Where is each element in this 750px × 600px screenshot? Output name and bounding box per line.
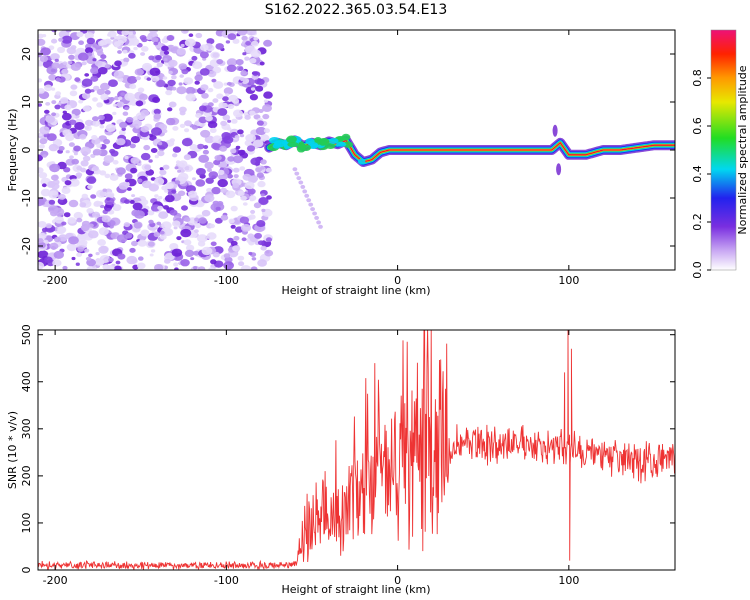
snr-ylabel: SNR (10 * v/v) — [6, 411, 19, 489]
streak-blob — [312, 211, 317, 216]
streak-blob — [300, 184, 306, 189]
ridge-blob — [319, 138, 330, 146]
colorbar-tick-label: 0.4 — [691, 165, 704, 183]
snr-y-tick-label: 0 — [20, 567, 33, 574]
snr-xlabel: Height of straight line (km) — [281, 583, 430, 596]
ridge-blob — [287, 141, 299, 148]
colorbar-tick-label: 0.0 — [691, 261, 704, 279]
x-tick-label: -100 — [214, 274, 239, 287]
streak-blob — [318, 224, 323, 229]
snr-y-tick-label: 500 — [20, 324, 33, 345]
streak-blob — [310, 207, 315, 212]
x-tick-label: 100 — [558, 274, 579, 287]
ridge-spike-down — [556, 163, 562, 176]
snr-y-tick-label: 400 — [20, 371, 33, 392]
ridge-spike-up — [552, 124, 558, 137]
snr-x-tick-label: -100 — [214, 574, 239, 587]
spectrogram-xlabel: Height of straight line (km) — [281, 284, 430, 297]
streak-blob — [308, 202, 314, 207]
streak-blob — [292, 167, 298, 172]
streak-blob — [306, 198, 312, 203]
ridge-blob — [274, 140, 282, 146]
ridge-blob — [328, 137, 339, 145]
streak-blob — [304, 193, 310, 198]
snr-panel: -200 -100 0 100 0 100 200 300 400 500 — [20, 324, 676, 587]
colorbar-tick-label: 0.6 — [691, 117, 704, 135]
y-tick-label: 20 — [20, 47, 33, 61]
spectrogram-body — [38, 30, 675, 270]
y-tick-label: 0 — [20, 147, 33, 154]
streak-blob — [314, 215, 319, 220]
snr-series-line — [38, 330, 675, 570]
colorbar-frame — [710, 29, 737, 271]
snr-y-tick-label: 100 — [20, 512, 33, 533]
ridge-blob — [337, 141, 346, 146]
ridge-blob — [286, 135, 297, 144]
x-tick-label: 0 — [394, 274, 401, 287]
colorbar-label: Normalized spectral amplitude — [736, 65, 749, 234]
snr-x-tick-label: -200 — [43, 574, 68, 587]
ridge-band — [264, 124, 675, 176]
streak-blob — [302, 189, 308, 194]
streak-blob — [296, 176, 302, 181]
ridge-blob — [357, 158, 366, 165]
streak-blob — [316, 220, 321, 225]
streak-blob — [294, 171, 300, 176]
y-tick-label: -20 — [20, 237, 33, 255]
noise-region — [38, 30, 323, 270]
ridge-blob — [325, 142, 336, 150]
x-tick-label: -200 — [43, 274, 68, 287]
snr-y-tick-label: 300 — [20, 418, 33, 439]
spectrogram-ylabel: Frequency (Hz) — [6, 109, 19, 192]
y-tick-label: 10 — [20, 95, 33, 109]
colorbar: 0.0 0.2 0.4 0.6 0.8 — [691, 29, 737, 279]
snr-frame — [37, 329, 676, 571]
snr-y-tick-label: 200 — [20, 465, 33, 486]
chart-title: S162.2022.365.03.54.E13 — [265, 2, 448, 18]
ridge-blob — [305, 138, 315, 145]
colorbar-tick-label: 0.2 — [691, 213, 704, 231]
snr-x-tick-label: 0 — [394, 574, 401, 587]
ridge-blob — [302, 144, 311, 151]
y-tick-label: -10 — [20, 189, 33, 207]
streak-blob — [298, 180, 304, 185]
colorbar-tick-label: 0.8 — [691, 69, 704, 87]
snr-x-tick-label: 100 — [558, 574, 579, 587]
ridge-blob — [343, 141, 353, 148]
colorbar-gradient — [711, 30, 736, 270]
